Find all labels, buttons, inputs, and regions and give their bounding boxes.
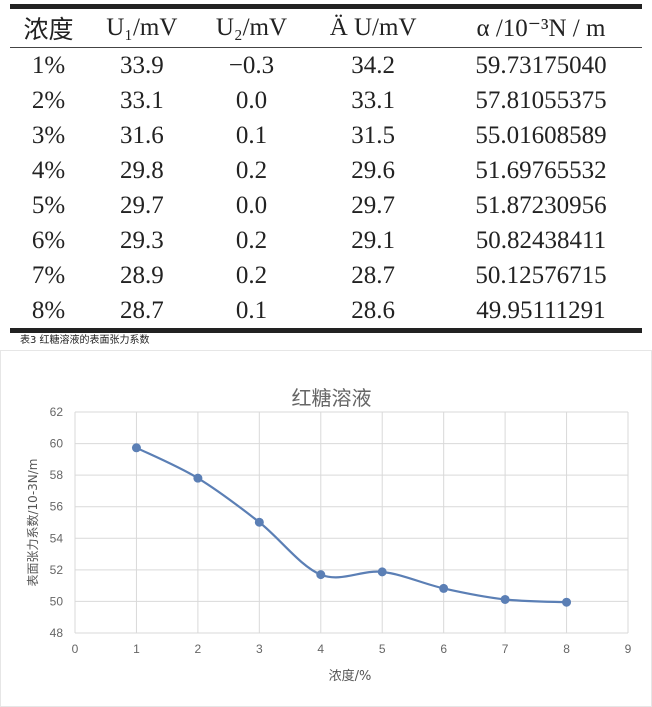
data-point [316, 570, 326, 580]
table-cell: 8% [31, 296, 66, 324]
data-point [131, 443, 141, 453]
table-cell: 0.1 [235, 296, 268, 324]
table-cell: 7% [31, 261, 66, 289]
x-tick-label: 0 [72, 642, 79, 656]
data-point [500, 594, 510, 604]
table-cell: 2% [31, 86, 66, 114]
series-line [135, 446, 567, 604]
table-row: 8% 28.7 0.1 28.6 49.95111291 [10, 293, 642, 331]
table-row: 3% 31.6 0.1 31.5 55.01608589 [10, 118, 642, 153]
table-cell: 4% [31, 156, 66, 184]
table-cell: 51.69765532 [475, 156, 607, 184]
x-tick-label: 8 [563, 642, 570, 656]
table-cell: 51.87230956 [475, 191, 607, 219]
data-table: 浓度 U₁/mV U₂/mV Ä U/mV α /10⁻³N / m 1% 33.… [10, 4, 642, 333]
y-axis-label: 表面张力系数/10-3N/m [25, 459, 40, 587]
table-row: 7% 28.9 0.2 28.7 50.12576715 [10, 258, 642, 293]
table-cell: 0.2 [235, 261, 268, 289]
table-cell: 50.12576715 [475, 261, 607, 289]
table-cell: 29.6 [351, 156, 395, 184]
x-tick-label: 2 [195, 642, 202, 656]
data-point [439, 583, 449, 593]
table-cell: −0.3 [228, 51, 275, 79]
x-tick-label: 4 [317, 642, 324, 656]
y-tick-label: 60 [50, 437, 64, 451]
y-tick-label: 50 [50, 594, 64, 608]
table-cell: 28.7 [119, 296, 164, 324]
header-u2: U₂/mV [215, 14, 288, 41]
y-tick-label: 54 [50, 531, 64, 545]
table-cell: 55.01608589 [475, 121, 607, 149]
table-cell: 50.82438411 [475, 226, 607, 254]
table-cell: 3% [31, 121, 66, 149]
table-cell: 59.73175040 [475, 51, 607, 79]
table-cell: 33.9 [119, 51, 164, 79]
chart-frame [0, 350, 652, 707]
x-tick-label: 3 [256, 642, 263, 656]
table-cell: 33.1 [351, 86, 395, 114]
table-row: 2% 33.1 0.0 33.1 57.81055375 [10, 83, 642, 118]
table-cell: 0.1 [235, 121, 268, 149]
chart-title: 红糖溶液 [292, 386, 372, 410]
header-alpha: α /10⁻³N / m [476, 15, 606, 42]
table-cell: 31.6 [119, 121, 164, 149]
y-tick-label: 58 [50, 468, 64, 482]
y-tick-label: 48 [50, 626, 64, 640]
x-tick-label: 5 [379, 642, 386, 656]
table-cell: 1% [31, 51, 66, 79]
table-cell: 5% [31, 191, 66, 219]
data-point [562, 597, 572, 607]
x-axis-label: 浓度/% [329, 668, 372, 684]
table-row: 1% 33.9 −0.3 34.2 59.73175040 [10, 48, 642, 84]
data-point [254, 517, 264, 527]
table-cell: 31.5 [351, 121, 395, 149]
data-point [377, 567, 387, 577]
table-cell: 49.95111291 [476, 296, 606, 324]
table-cell: 57.81055375 [475, 86, 607, 114]
table-cell: 29.7 [351, 191, 395, 219]
table-header-row: 浓度 U₁/mV U₂/mV Ä U/mV α /10⁻³N / m [10, 6, 642, 48]
table-row: 5% 29.7 0.0 29.7 51.87230956 [10, 188, 642, 223]
table-caption: 表3 红糖溶液的表面张力系数 [20, 335, 150, 346]
table-cell: 0.0 [235, 191, 268, 219]
header-u1: U₁/mV [106, 14, 178, 41]
table-cell: 28.7 [351, 261, 395, 289]
x-tick-label: 7 [502, 642, 509, 656]
table-cell: 29.1 [351, 226, 395, 254]
data-point [193, 473, 203, 483]
x-tick-label: 1 [133, 642, 140, 656]
table-cell: 0.2 [235, 226, 268, 254]
table-cell: 0.2 [235, 156, 268, 184]
table-cell: 29.8 [119, 156, 164, 184]
table-row: 4% 29.8 0.2 29.6 51.69765532 [10, 153, 642, 188]
y-tick-label: 62 [50, 405, 64, 419]
table-row: 6% 29.3 0.2 29.1 50.82438411 [10, 223, 642, 258]
table-cell: 29.3 [119, 226, 164, 254]
x-tick-label: 9 [625, 642, 632, 656]
header-delta-u: Ä U/mV [329, 14, 417, 41]
table-cell: 6% [31, 226, 66, 254]
table-cell: 29.7 [119, 191, 164, 219]
table-cell: 34.2 [351, 51, 395, 79]
table-cell: 0.0 [235, 86, 268, 114]
table-cell: 28.9 [119, 261, 164, 289]
header-concentration: 浓度 [23, 17, 74, 44]
table-cell: 33.1 [119, 86, 164, 114]
x-tick-label: 6 [440, 642, 447, 656]
table-cell: 28.6 [351, 296, 395, 324]
y-tick-label: 52 [50, 563, 64, 577]
y-tick-label: 56 [50, 500, 64, 514]
